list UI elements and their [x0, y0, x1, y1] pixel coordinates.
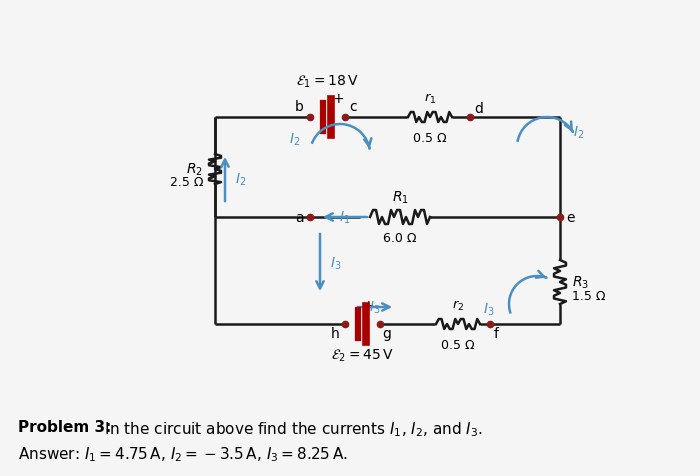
- Text: 1.5 Ω: 1.5 Ω: [572, 289, 606, 302]
- Text: $I_3$: $I_3$: [330, 255, 342, 271]
- Text: e: e: [566, 210, 575, 225]
- Text: 2.5 Ω: 2.5 Ω: [169, 176, 203, 189]
- Text: In the circuit above find the currents $I_1$, $I_2$, and $I_3$.: In the circuit above find the currents $…: [100, 419, 483, 438]
- Text: 0.5 Ω: 0.5 Ω: [441, 338, 475, 351]
- Text: 6.0 Ω: 6.0 Ω: [384, 231, 416, 245]
- Text: $I_3$: $I_3$: [483, 301, 495, 317]
- Text: $I_2$: $I_2$: [235, 171, 246, 188]
- Text: 0.5 Ω: 0.5 Ω: [413, 132, 447, 145]
- Text: $I_2$: $I_2$: [573, 125, 584, 141]
- Text: $\mathcal{E}_1 = 18\,\mathrm{V}$: $\mathcal{E}_1 = 18\,\mathrm{V}$: [295, 73, 358, 90]
- Text: Answer: $I_1 = 4.75\,\mathrm{A}$, $I_2 = -3.5\,\mathrm{A}$, $I_3 = 8.25\,\mathrm: Answer: $I_1 = 4.75\,\mathrm{A}$, $I_2 =…: [18, 444, 348, 463]
- Text: f: f: [494, 327, 499, 340]
- Text: $R_1$: $R_1$: [391, 189, 408, 206]
- Text: $I_3$: $I_3$: [370, 299, 381, 315]
- Text: g: g: [382, 327, 391, 340]
- Text: h: h: [330, 327, 339, 340]
- Text: $I_1$: $I_1$: [340, 209, 351, 226]
- Text: $R_2$: $R_2$: [186, 161, 203, 178]
- Text: $R_3$: $R_3$: [572, 274, 589, 290]
- Text: +: +: [332, 92, 344, 106]
- Text: d: d: [474, 102, 483, 116]
- Text: c: c: [349, 100, 356, 114]
- Text: b: b: [295, 100, 304, 114]
- Text: $\mathcal{E}_2 = 45\,\mathrm{V}$: $\mathcal{E}_2 = 45\,\mathrm{V}$: [330, 347, 393, 364]
- Text: $r_1$: $r_1$: [424, 92, 436, 106]
- Text: a: a: [295, 210, 304, 225]
- Text: +: +: [362, 298, 374, 312]
- Text: $r_2$: $r_2$: [452, 298, 464, 312]
- Text: $I_2$: $I_2$: [289, 131, 301, 148]
- Text: Problem 3:: Problem 3:: [18, 419, 111, 434]
